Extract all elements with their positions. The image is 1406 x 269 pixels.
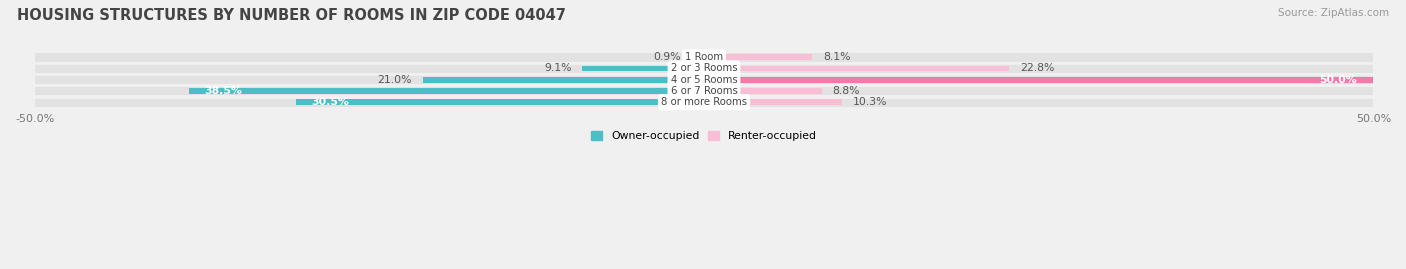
Bar: [704, 88, 823, 94]
Text: 1 Room: 1 Room: [685, 52, 723, 62]
Bar: [35, 75, 704, 84]
Text: HOUSING STRUCTURES BY NUMBER OF ROOMS IN ZIP CODE 04047: HOUSING STRUCTURES BY NUMBER OF ROOMS IN…: [17, 8, 565, 23]
Text: 21.0%: 21.0%: [378, 75, 412, 85]
Bar: [704, 98, 1374, 107]
Bar: [704, 99, 842, 105]
Text: 22.8%: 22.8%: [1019, 63, 1054, 73]
Text: 0.9%: 0.9%: [654, 52, 682, 62]
Bar: [704, 87, 1374, 95]
Bar: [423, 77, 704, 83]
Bar: [692, 54, 704, 60]
Bar: [35, 87, 704, 95]
Text: 8.1%: 8.1%: [823, 52, 851, 62]
Bar: [35, 64, 704, 73]
Bar: [188, 88, 704, 94]
Text: Source: ZipAtlas.com: Source: ZipAtlas.com: [1278, 8, 1389, 18]
Text: 8 or more Rooms: 8 or more Rooms: [661, 97, 747, 107]
Bar: [704, 66, 1010, 71]
Text: 50.0%: 50.0%: [1320, 75, 1357, 85]
Text: 10.3%: 10.3%: [852, 97, 887, 107]
Text: 38.5%: 38.5%: [205, 86, 242, 96]
Bar: [35, 53, 704, 62]
Text: 6 or 7 Rooms: 6 or 7 Rooms: [671, 86, 737, 96]
Bar: [295, 99, 704, 105]
Bar: [704, 54, 813, 60]
Text: 8.8%: 8.8%: [832, 86, 860, 96]
Bar: [582, 66, 704, 71]
Bar: [704, 75, 1374, 84]
Text: 30.5%: 30.5%: [312, 97, 350, 107]
Bar: [704, 64, 1374, 73]
Bar: [704, 53, 1374, 62]
Text: 4 or 5 Rooms: 4 or 5 Rooms: [671, 75, 737, 85]
Text: 9.1%: 9.1%: [544, 63, 571, 73]
Bar: [704, 77, 1374, 83]
Legend: Owner-occupied, Renter-occupied: Owner-occupied, Renter-occupied: [592, 131, 817, 141]
Text: 2 or 3 Rooms: 2 or 3 Rooms: [671, 63, 737, 73]
Bar: [35, 98, 704, 107]
